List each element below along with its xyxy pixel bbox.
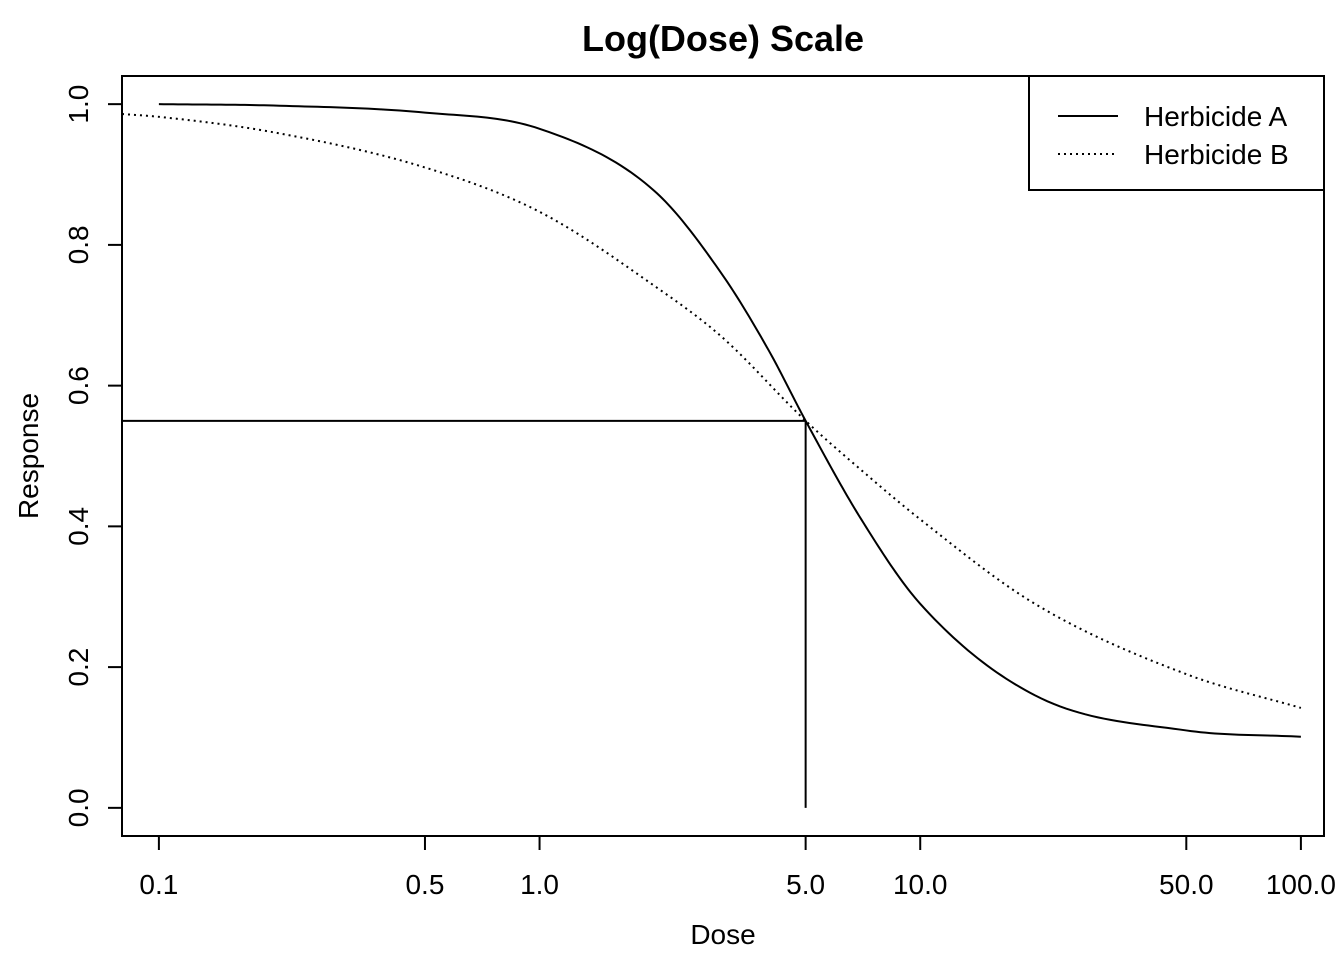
- x-tick-label: 50.0: [1159, 869, 1214, 900]
- x-tick-label: 0.1: [139, 869, 178, 900]
- y-tick-label: 0.8: [63, 225, 94, 264]
- x-tick-label: 1.0: [520, 869, 559, 900]
- y-tick-label: 0.6: [63, 366, 94, 405]
- axes: 0.1 0.5 1.0 5.0 10.0 50.0 100.0 0.0 0.2 0.4 0.6 0.8…: [63, 85, 1336, 900]
- y-tick-label: 0.2: [63, 648, 94, 687]
- x-tick-label: 10.0: [893, 869, 948, 900]
- legend-box: [1028, 75, 1325, 191]
- x-tick-label: 5.0: [786, 869, 825, 900]
- series-line-herbicide-b: [121, 113, 1302, 709]
- y-tick-label: 0.0: [63, 788, 94, 827]
- x-axis-label: Dose: [690, 919, 755, 950]
- legend: Herbicide A Herbicide B: [1028, 75, 1325, 191]
- series-line-herbicide-a: [158, 103, 1301, 738]
- y-tick-label: 1.0: [63, 85, 94, 124]
- y-axis-label: Response: [13, 393, 44, 519]
- plot-area: [121, 103, 1302, 808]
- chart-title: Log(Dose) Scale: [582, 18, 864, 59]
- x-tick-label: 0.5: [405, 869, 444, 900]
- legend-label-herbicide-b: Herbicide B: [1144, 139, 1289, 170]
- y-tick-label: 0.4: [63, 507, 94, 546]
- x-tick-label: 100.0: [1266, 869, 1336, 900]
- legend-label-herbicide-a: Herbicide A: [1144, 101, 1288, 132]
